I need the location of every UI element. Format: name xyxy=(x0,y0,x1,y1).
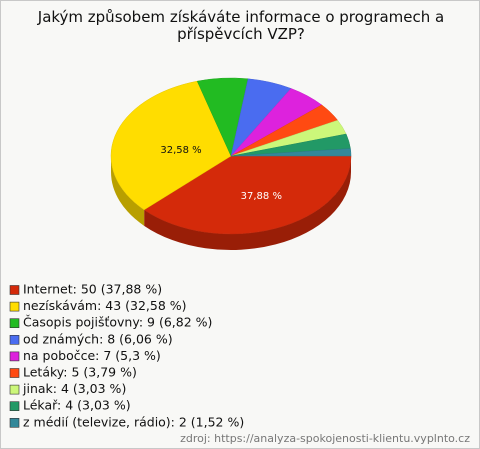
legend-label: Lékař: 4 (3,03 %) xyxy=(23,398,131,413)
legend-label: na pobočce: 7 (5,3 %) xyxy=(23,348,161,363)
slice-side xyxy=(111,156,145,226)
legend-swatch xyxy=(9,417,20,428)
legend-swatch xyxy=(9,351,20,362)
legend-swatch xyxy=(9,285,20,295)
slice xyxy=(230,148,352,157)
legend-label: nezískávám: 43 (32,58 %) xyxy=(23,298,187,313)
slice xyxy=(110,80,232,211)
value-label: 37,88 % xyxy=(241,191,282,202)
legend-swatch xyxy=(9,318,20,329)
legend-swatch xyxy=(9,368,20,378)
slice xyxy=(143,155,352,235)
legend-label: jinak: 4 (3,03 %) xyxy=(22,381,126,396)
value-label: 32,58 % xyxy=(160,145,201,156)
legend-label: Internet: 50 (37,88 %) xyxy=(23,282,162,297)
chart-title: Jakým způsobem získáváte informace o pro… xyxy=(37,8,445,43)
legend-label: Časopis pojišťovny: 9 (6,82 %) xyxy=(23,315,212,330)
legend-swatch xyxy=(9,401,20,412)
legend-label: od známých: 8 (6,06 %) xyxy=(23,331,173,346)
legend-label: Letáky: 5 (3,79 %) xyxy=(23,365,137,380)
slice-side xyxy=(144,156,351,250)
legend-label: z médií (televize, rádio): 2 (1,52 %) xyxy=(23,414,244,429)
legend-swatch xyxy=(9,301,20,312)
legend-swatch xyxy=(9,334,20,345)
source: zdroj: https://analyza-spokojenosti-klie… xyxy=(180,432,470,445)
legend-swatch xyxy=(9,384,20,395)
